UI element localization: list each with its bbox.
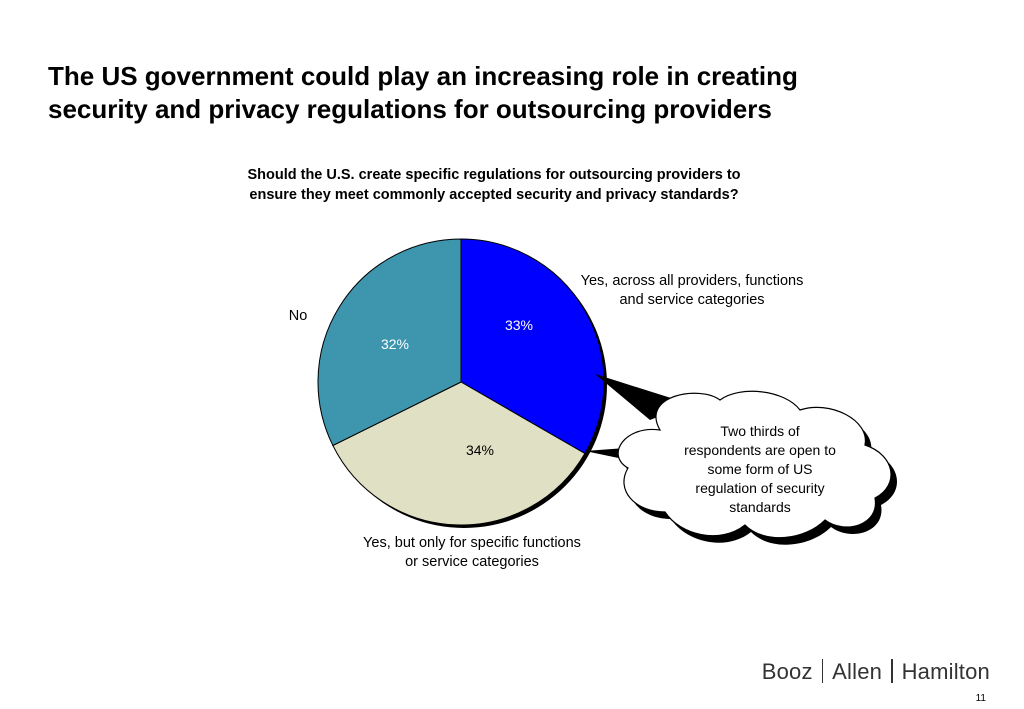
pie-slice bbox=[317, 238, 462, 447]
pie-labels: 33% Yes, across all providers, functions a… bbox=[289, 273, 804, 570]
pie-slice-percent: 34% bbox=[466, 442, 494, 458]
logo-separator bbox=[821, 659, 824, 683]
callout-text-line: respondents are open to bbox=[684, 442, 836, 458]
pie-slice-label: or service categories bbox=[405, 554, 539, 570]
callout-text-line: Two thirds of bbox=[720, 423, 799, 439]
slide-title: The US government could play an increasi… bbox=[48, 61, 798, 124]
logo-part-3: Hamilton bbox=[901, 659, 990, 684]
callout-text-line: standards bbox=[729, 499, 790, 515]
pie-slice-label: Yes, across all providers, functions bbox=[581, 273, 804, 289]
pie-slice-label: Yes, but only for specific functions bbox=[363, 535, 581, 551]
pie-slice bbox=[460, 238, 605, 455]
page-number: 11 bbox=[975, 693, 986, 704]
logo-part-2: Allen bbox=[832, 659, 883, 684]
logo-separator bbox=[891, 659, 893, 683]
pie-slices bbox=[317, 238, 605, 526]
pie-slice bbox=[332, 381, 586, 526]
pie-slice-label: No bbox=[289, 308, 308, 324]
callout-text-line: regulation of security bbox=[695, 480, 824, 496]
pie-slice-percent: 33% bbox=[505, 317, 533, 333]
booz-allen-hamilton-logo: Booz Allen Hamilton bbox=[762, 659, 990, 685]
pie-slice-percent: 32% bbox=[381, 336, 409, 352]
callout-text-line: some form of US bbox=[707, 461, 812, 477]
pie-slice-label: and service categories bbox=[619, 292, 764, 308]
callout-body bbox=[617, 390, 892, 539]
callout-cloud: Two thirds of respondents are open to some… bbox=[585, 374, 898, 545]
logo-part-1: Booz bbox=[761, 659, 813, 684]
chart-title: Should the U.S. create specific regulati… bbox=[247, 167, 741, 203]
